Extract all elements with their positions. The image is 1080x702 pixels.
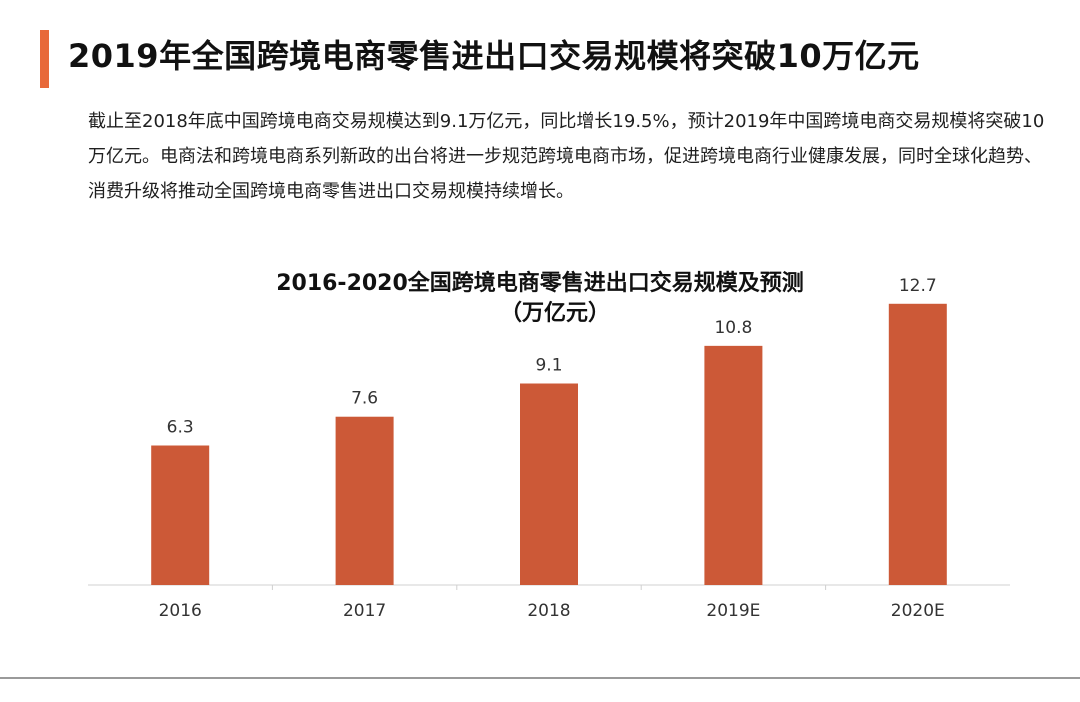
data-label: 12.7 — [899, 276, 937, 296]
bottom-divider — [0, 677, 1080, 679]
bar — [520, 383, 578, 585]
page-title: 2019年全国跨境电商零售进出口交易规模将突破10万亿元 — [68, 37, 920, 75]
x-tick-label: 2018 — [527, 601, 570, 621]
bar — [888, 303, 947, 585]
chart-subtitle: （万亿元） — [499, 301, 610, 326]
x-tick-label: 2016 — [159, 601, 202, 621]
bar — [335, 416, 394, 585]
chart-title: 2016-2020全国跨境电商零售进出口交易规模及预测 — [276, 271, 804, 296]
title-accent-bar — [40, 30, 49, 88]
x-tick-label: 2019E — [706, 601, 760, 621]
intro-paragraph: 截止至2018年底中国跨境电商交易规模达到9.1万亿元，同比增长19.5%，预计… — [88, 111, 1045, 202]
x-tick-label: 2017 — [343, 601, 386, 621]
bar — [704, 345, 763, 585]
data-label: 9.1 — [535, 356, 562, 376]
data-label: 10.8 — [714, 318, 752, 338]
data-label: 6.3 — [167, 418, 194, 438]
bar — [151, 445, 210, 585]
x-tick-label: 2020E — [891, 601, 945, 621]
data-label: 7.6 — [351, 389, 378, 409]
